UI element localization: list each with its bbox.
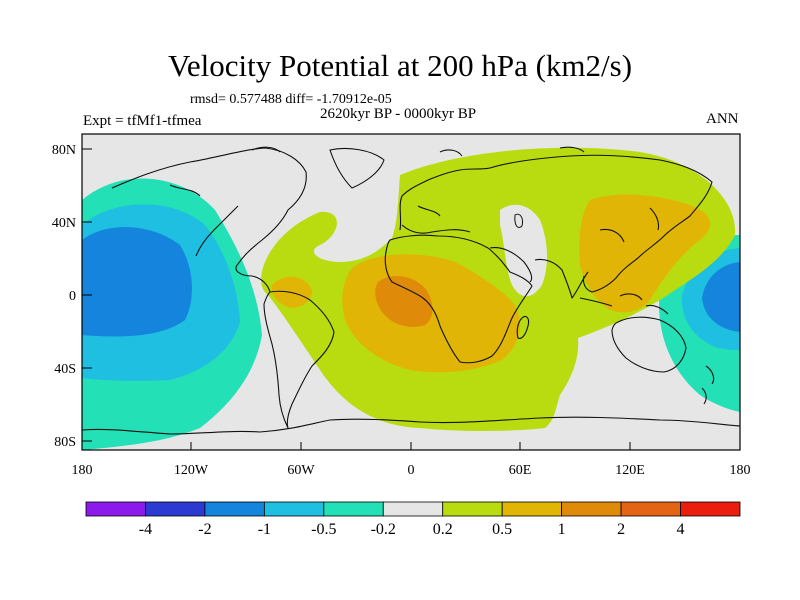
experiment-text: Expt = tfMf1-tfmea <box>83 113 202 129</box>
coastlines <box>82 146 740 435</box>
colorbar-label: -4 <box>139 521 152 538</box>
axis-ticks <box>82 148 631 450</box>
lat-label-80n: 80N <box>52 143 76 158</box>
colorbar-label: 0.2 <box>433 521 453 538</box>
lon-label-180-right: 180 <box>730 463 751 478</box>
colorbar-label: -2 <box>198 521 211 538</box>
coastline-asia <box>489 154 713 293</box>
colorbar-label: 1 <box>558 521 566 538</box>
colorbar-box <box>145 501 206 517</box>
longitude-labels: 180 120W 60W 0 60E 120E 180 <box>72 463 751 478</box>
field-pacific-moderate-negative <box>82 227 192 337</box>
coastline-antarctica <box>82 416 740 435</box>
colorbar-box <box>501 501 563 517</box>
colorbar-box <box>561 501 622 517</box>
colorbar-label: 2 <box>617 521 625 538</box>
colorbar-labels: -4 -2 -1 -0.5 -0.2 0.2 0.5 1 2 4 <box>139 521 685 538</box>
colorbar-box <box>620 501 681 517</box>
colorbar-box <box>204 501 265 517</box>
coastline-maritime-continent <box>579 293 669 315</box>
field-east-pacific-moderate-negative <box>702 262 740 332</box>
stats-text: rmsd= 0.577488 diff= -1.70912e-05 <box>190 92 392 107</box>
coastline-europe <box>399 167 491 234</box>
lon-label-180-left: 180 <box>72 463 93 478</box>
map-title: Velocity Potential at 200 hPa (km2/s) <box>167 48 633 83</box>
lon-label-0: 0 <box>408 463 415 478</box>
colorbar-box <box>85 501 146 517</box>
latitude-labels: 80N 40N 0 40S 80S <box>52 143 76 450</box>
coastline-madagascar <box>516 315 530 339</box>
colorbar-label: -0.2 <box>371 521 396 538</box>
coastline-caspian <box>514 213 523 228</box>
coastline-africa <box>384 234 533 364</box>
coastline-north-america <box>111 147 307 293</box>
coastline-south-america <box>263 290 335 429</box>
lat-label-40n: 40N <box>52 216 76 231</box>
colorbar <box>85 501 741 517</box>
period-text: 2620kyr BP - 0000kyr BP <box>320 106 477 122</box>
colorbar-label: -1 <box>258 521 271 538</box>
season-text: ANN <box>706 111 739 127</box>
colorbar-box <box>680 501 741 517</box>
lon-label-60w: 60W <box>287 463 315 478</box>
field-moderate-positive-africa <box>375 276 433 327</box>
coastline-greenland <box>329 147 385 189</box>
lat-label-40s: 40S <box>54 362 76 377</box>
velocity-potential-field <box>82 134 740 450</box>
colorbar-box <box>263 501 325 517</box>
colorbar-box <box>382 501 444 517</box>
lat-label-0: 0 <box>69 289 76 304</box>
colorbar-box <box>442 501 503 517</box>
colorbar-label: -0.5 <box>311 521 336 538</box>
coastline-arabia-india <box>489 247 589 299</box>
colorbar-label: 0.5 <box>492 521 512 538</box>
lat-label-80s: 80S <box>54 435 76 450</box>
lon-label-60e: 60E <box>509 463 532 478</box>
coastline-new-zealand <box>701 365 715 405</box>
field-positive-asia <box>579 194 711 313</box>
lon-label-120e: 120E <box>615 463 645 478</box>
colorbar-box <box>323 501 384 517</box>
coastline-australia <box>611 316 687 373</box>
coastline-arctic-islands <box>251 146 585 157</box>
field-neutral-hole <box>500 204 547 297</box>
lon-label-120w: 120W <box>174 463 209 478</box>
colorbar-label: 4 <box>677 521 685 538</box>
